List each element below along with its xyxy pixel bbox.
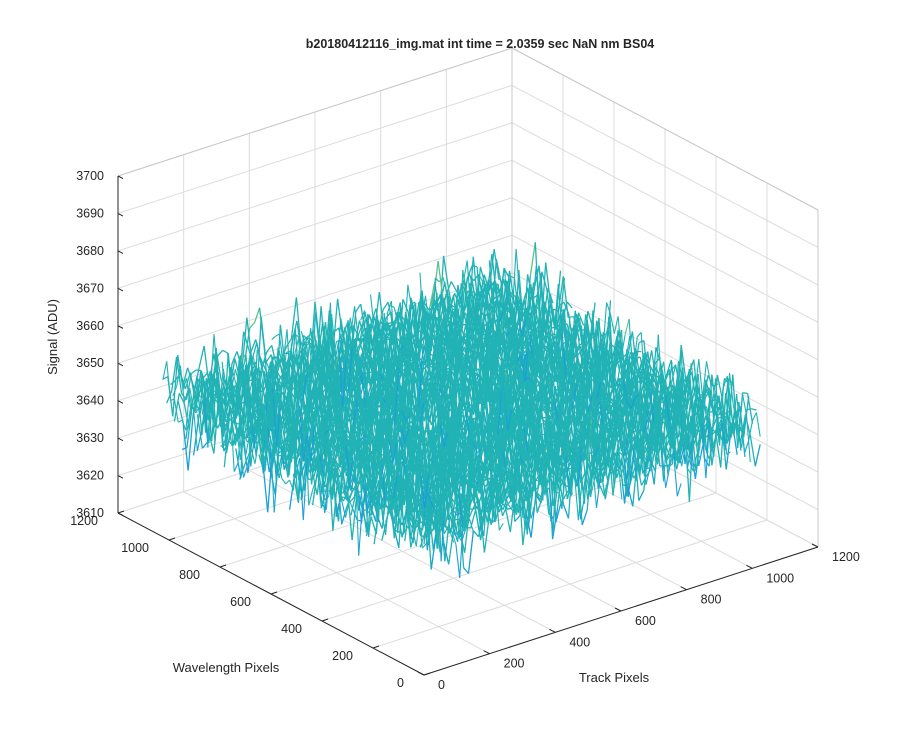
surface-segment xyxy=(223,350,228,353)
surface-segment xyxy=(199,346,204,368)
surface-segment xyxy=(755,444,760,466)
surface-segment xyxy=(357,520,361,521)
grid-line-z xyxy=(118,85,818,247)
surface-segment xyxy=(383,302,388,309)
surface-segment xyxy=(750,435,755,466)
surface-segment xyxy=(639,490,644,500)
grid-line-z xyxy=(118,123,818,285)
surface-segment xyxy=(191,370,196,374)
surface-segment xyxy=(255,308,260,323)
surface-segment xyxy=(218,350,223,355)
surface-segment xyxy=(493,418,498,419)
surface-segment xyxy=(342,501,346,518)
surface-segment xyxy=(582,510,587,525)
surface-segment xyxy=(197,432,201,451)
surface-segment xyxy=(356,304,361,312)
surface-segment xyxy=(308,479,313,480)
surface-segment xyxy=(261,317,266,362)
surface-segment xyxy=(178,401,183,423)
surface-segment xyxy=(530,242,535,276)
grid-line-z xyxy=(118,48,818,210)
surface-segment xyxy=(751,409,756,410)
surface-segment xyxy=(743,393,748,394)
surface-segment xyxy=(505,506,510,532)
surface-segment xyxy=(564,505,569,519)
surface-segment xyxy=(250,323,255,329)
surface-segment xyxy=(464,568,469,574)
surface-segment xyxy=(469,531,474,574)
surface-segment xyxy=(234,463,238,472)
surface-segment xyxy=(282,479,286,484)
surface-segment xyxy=(717,375,722,399)
surface-segment xyxy=(451,282,456,291)
surface-segment xyxy=(178,420,182,422)
surface-segment xyxy=(286,480,290,484)
surface-segment xyxy=(386,506,390,507)
surface-segment xyxy=(515,516,520,521)
surface-segment xyxy=(266,355,271,363)
surface-segment xyxy=(167,361,171,400)
